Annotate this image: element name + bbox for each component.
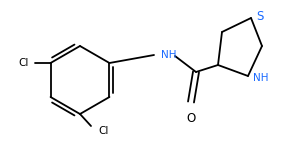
Text: NH: NH bbox=[161, 50, 177, 60]
Text: S: S bbox=[256, 10, 263, 22]
Text: Cl: Cl bbox=[18, 58, 29, 68]
Text: Cl: Cl bbox=[98, 126, 108, 136]
Text: O: O bbox=[186, 112, 196, 125]
Text: NH: NH bbox=[253, 73, 268, 83]
